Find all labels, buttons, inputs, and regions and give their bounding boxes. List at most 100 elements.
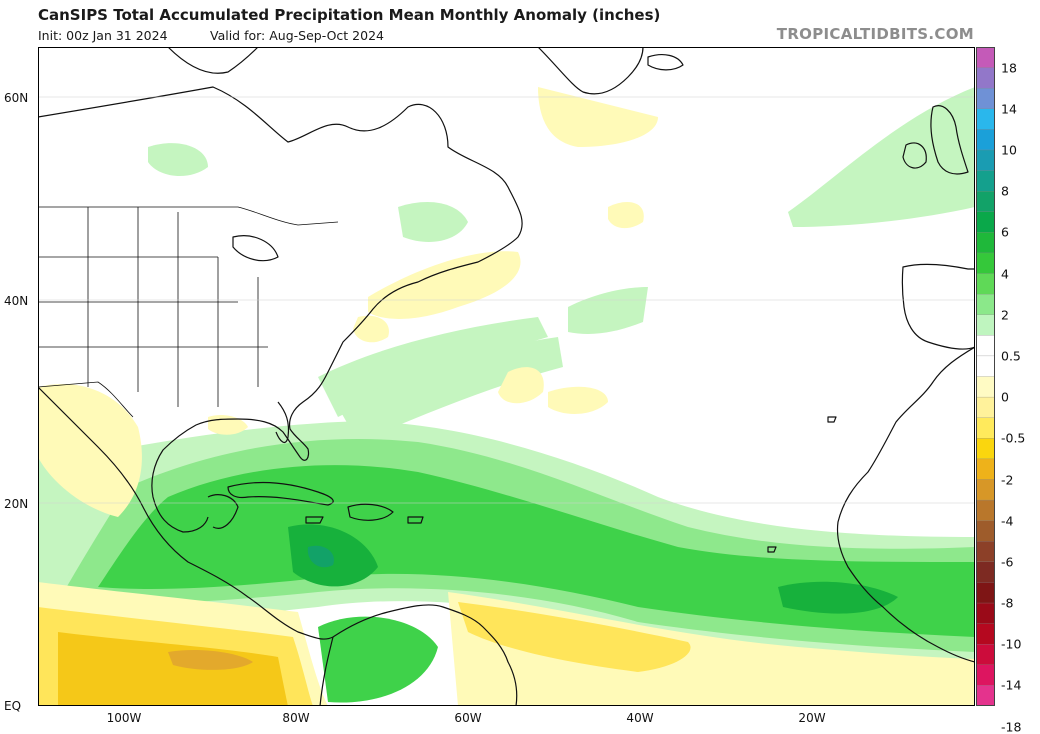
lon-label-60w: 60W <box>454 711 482 725</box>
site-brand: TROPICALTIDBITS.COM <box>776 25 974 43</box>
colorbar-swatch <box>976 664 995 687</box>
colorbar-swatch <box>976 582 995 604</box>
anomaly-green-dark-spot <box>307 545 334 568</box>
coast-great-lakes <box>232 235 279 262</box>
colorbar-swatch <box>976 211 995 233</box>
colorbar-frame <box>976 47 995 706</box>
colorbar-label: -4 <box>1001 513 1014 529</box>
coast-north-america <box>38 86 523 533</box>
colorbar-swatch <box>976 561 995 584</box>
anomaly-yellow-light-us <box>38 383 142 517</box>
border-us-mexico <box>38 381 134 418</box>
colorbar <box>976 47 995 706</box>
coast-ireland <box>902 142 927 169</box>
coast-cuba <box>227 481 334 506</box>
lat-label-40n: 40N <box>4 294 29 308</box>
colorbar-label: -10 <box>1001 636 1022 652</box>
lon-label-40w: 40W <box>626 711 654 725</box>
coast-south-america-west <box>319 636 334 706</box>
anomaly-green-belt <box>98 465 975 637</box>
anomaly-yellow-light-mid-atl <box>498 367 544 404</box>
colorbar-swatch <box>976 417 995 439</box>
lat-label-20n: 20N <box>4 497 29 511</box>
colorbar-label: 4 <box>1001 266 1009 281</box>
colorbar-swatch <box>976 644 995 666</box>
coast-iberia <box>901 263 975 350</box>
anomaly-gold-pacific <box>58 632 288 706</box>
anomaly-green-light-canada <box>398 202 468 242</box>
anomaly-yellow-atlantic <box>458 602 691 672</box>
coast-florida <box>275 401 290 444</box>
colorbar-swatch <box>976 232 995 254</box>
colorbar-label: -2 <box>1001 472 1014 487</box>
lon-label-20w: 20W <box>798 711 826 725</box>
colorbar-swatch <box>976 149 995 172</box>
coast-cape-verde <box>767 546 777 553</box>
colorbar-swatch <box>976 252 995 275</box>
coast-britain <box>930 105 969 175</box>
colorbar-swatch <box>976 458 995 481</box>
map-frame <box>38 47 975 706</box>
colorbar-label: -0.5 <box>1001 430 1026 446</box>
precip-anomaly-map <box>38 47 975 706</box>
colorbar-label: 10 <box>1001 142 1017 158</box>
coast-south-america <box>332 604 518 706</box>
colorbar-label: -14 <box>1001 677 1022 693</box>
coast-canary <box>827 416 837 423</box>
coast-hudson <box>167 47 259 74</box>
colorbar-label: 0.5 <box>1001 348 1021 364</box>
coast-puerto-rico <box>407 516 424 524</box>
colorbar-label: 2 <box>1001 307 1009 323</box>
anomaly-orange-pacific <box>168 650 253 670</box>
colorbar-swatch <box>976 396 995 419</box>
colorbar-label: 0 <box>1001 389 1009 405</box>
colorbar-swatch <box>976 67 995 89</box>
colorbar-swatch <box>976 47 995 69</box>
coast-iceland <box>647 54 684 71</box>
lon-label-80w: 80W <box>282 711 310 725</box>
anomaly-yellow-light-nj <box>368 251 521 319</box>
lat-label-eq: EQ <box>4 699 22 713</box>
anomaly-yellow-light-atlantic <box>448 592 975 706</box>
colorbar-swatch <box>976 623 995 645</box>
colorbar-swatch <box>976 541 995 563</box>
colorbar-swatch <box>976 520 995 542</box>
anomaly-green-light-mid <box>568 287 648 334</box>
colorbar-swatch <box>976 273 995 295</box>
colorbar-swatch <box>976 376 995 398</box>
coast-mexico-central-america <box>38 386 334 640</box>
colorbar-label: -18 <box>1001 719 1022 734</box>
colorbar-swatch <box>976 314 995 336</box>
lat-label-60n: 60N <box>4 91 29 105</box>
colorbar-swatch <box>976 479 995 501</box>
anomaly-green-light-band2 <box>338 337 563 442</box>
colorbar-label: 18 <box>1001 60 1017 76</box>
colorbar-label: 6 <box>1001 224 1009 240</box>
colorbar-swatch <box>976 170 995 192</box>
anomaly-green-dark-africa <box>778 581 898 614</box>
colorbar-swatch <box>976 685 995 706</box>
lon-label-100w: 100W <box>106 711 142 725</box>
colorbar-swatch <box>976 438 995 460</box>
colorbar-swatch <box>976 191 995 213</box>
anomaly-yellow-light-ne-atl <box>608 202 644 229</box>
colorbar-swatch <box>976 335 995 357</box>
anomaly-green-light-ne <box>788 87 975 227</box>
colorbar-swatch <box>976 88 995 110</box>
coast-yucatan <box>207 494 239 529</box>
colorbar-label: -6 <box>1001 554 1014 570</box>
coast-jamaica <box>305 516 324 524</box>
init-time: Init: 00z Jan 31 2024 <box>38 28 168 43</box>
anomaly-yellow-light-east <box>548 386 608 414</box>
colorbar-label: 14 <box>1001 101 1017 117</box>
colorbar-label: 8 <box>1001 183 1009 199</box>
chart-title: CanSIPS Total Accumulated Precipitation … <box>38 6 661 24</box>
valid-period: Valid for: Aug-Sep-Oct 2024 <box>210 28 384 43</box>
anomaly-green-sa <box>318 616 438 703</box>
anomaly-green-light-west <box>148 143 208 177</box>
colorbar-swatch <box>976 293 995 316</box>
coast-greenland <box>537 47 644 95</box>
colorbar-swatch <box>976 499 995 522</box>
border-us-canada <box>38 206 339 226</box>
colorbar-swatch <box>976 602 995 625</box>
